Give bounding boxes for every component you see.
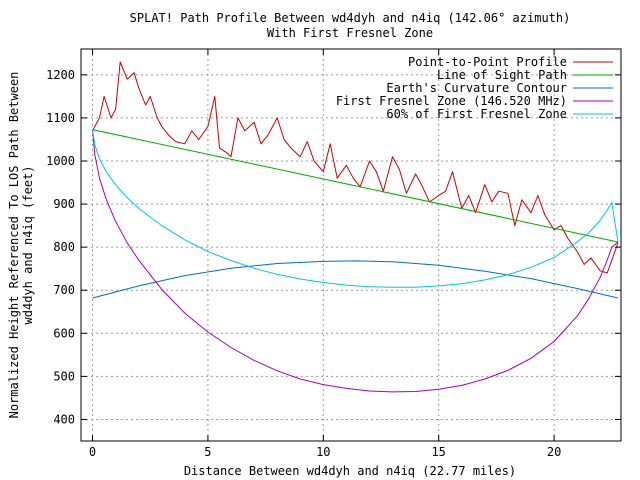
series-los-line <box>92 129 619 243</box>
series-curvature-line <box>92 260 619 299</box>
y-tick-label: 600 <box>53 326 75 340</box>
x-axis-label: Distance Between wd4dyh and n4iq (22.77 … <box>184 464 516 478</box>
legend-label: 60% of First Fresnel Zone <box>386 107 567 121</box>
plot-frame <box>80 48 622 442</box>
x-tick-label: 0 <box>89 445 96 459</box>
series-fresnel-60-line <box>92 129 619 288</box>
y-tick-label: 1200 <box>46 68 75 82</box>
y-tick-label: 1100 <box>46 111 75 125</box>
axis-tick-labels: 0 5 10 15 20 400 500 600 700 800 900 1000 1100 1200 <box>46 68 561 459</box>
legend-label: Earth's Curvature Contour <box>386 81 567 95</box>
x-tick-label: 5 <box>204 445 211 459</box>
series-fresnel-line <box>92 129 619 393</box>
y-tick-label: 1000 <box>46 154 75 168</box>
y-axis-label-line2: wd4dyh and n4iq (feet) <box>21 166 35 325</box>
axis-ticks <box>81 49 621 441</box>
grid <box>81 49 621 441</box>
y-tick-label: 400 <box>53 412 75 426</box>
x-tick-label: 15 <box>431 445 445 459</box>
y-tick-label: 500 <box>53 369 75 383</box>
y-tick-label: 800 <box>53 240 75 254</box>
y-axis-label-line1: Normalized Height Referenced To LOS Path… <box>7 72 21 419</box>
chart-subtitle: With First Fresnel Zone <box>267 26 433 40</box>
y-tick-label: 700 <box>53 283 75 297</box>
series-layer <box>92 61 619 393</box>
legend-label: Point-to-Point Profile <box>408 55 567 69</box>
chart-title: SPLAT! Path Profile Between wd4dyh and n… <box>130 11 571 25</box>
legend-label: First Fresnel Zone (146.520 MHz) <box>336 94 567 108</box>
y-tick-label: 900 <box>53 197 75 211</box>
legend-label: Line of Sight Path <box>437 68 567 82</box>
x-tick-label: 20 <box>547 445 561 459</box>
x-tick-label: 10 <box>316 445 330 459</box>
series-profile-line <box>92 61 619 274</box>
